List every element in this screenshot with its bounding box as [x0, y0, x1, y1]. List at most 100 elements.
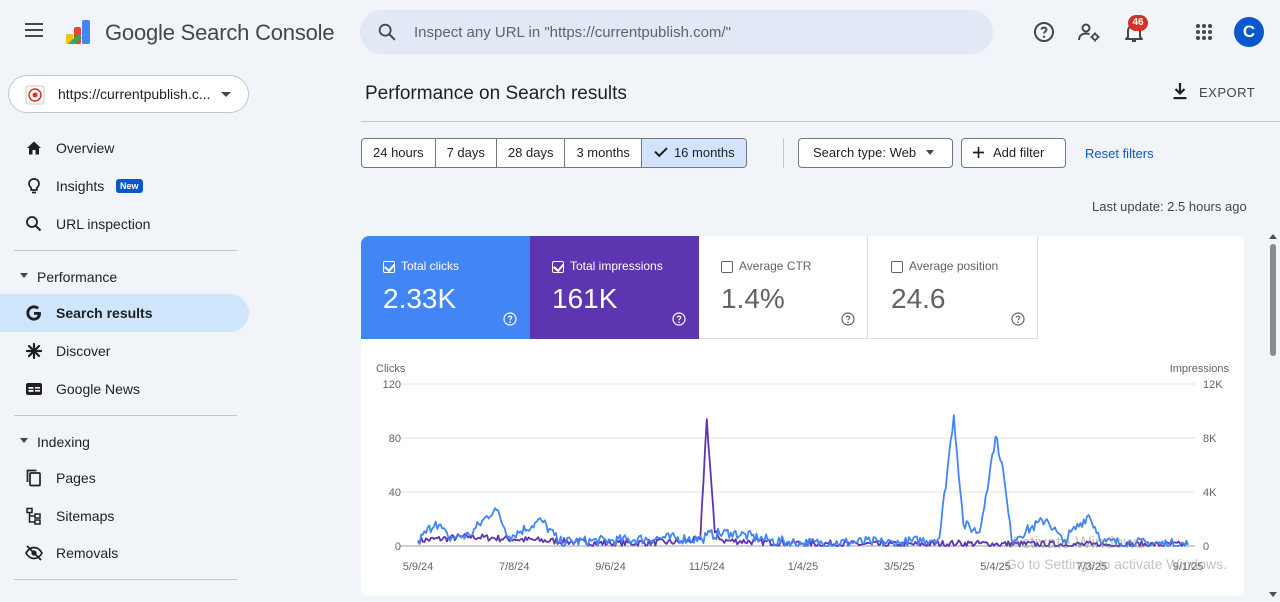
property-url: https://currentpublish.c...: [58, 86, 211, 102]
collapse-caret-icon: [20, 438, 28, 443]
sidebar-divider: [14, 250, 237, 251]
page-title: Performance on Search results: [365, 83, 627, 104]
last-update-text: Last update: 2.5 hours ago: [1092, 199, 1247, 214]
google-g-icon: [26, 305, 41, 321]
sidebar-divider: [14, 579, 237, 580]
section-label: Performance: [37, 269, 118, 285]
page-scrollbar[interactable]: [1266, 232, 1280, 602]
sidebar-item-label: Sitemaps: [56, 508, 115, 524]
sidebar-item-discover[interactable]: Discover: [0, 332, 249, 370]
section-label: Indexing: [37, 434, 90, 450]
google-news-icon: [26, 383, 42, 395]
pages-icon: [26, 469, 41, 487]
chevron-down-icon: [926, 150, 935, 155]
sidebar-item-removals[interactable]: Removals: [0, 534, 249, 572]
export-label: EXPORT: [1199, 85, 1256, 100]
title-divider: [361, 121, 1280, 122]
chevron-down-icon: [221, 92, 231, 97]
date-range-16-months[interactable]: 16 months: [641, 139, 746, 167]
check-icon: [654, 143, 668, 158]
account-avatar[interactable]: C: [1234, 17, 1264, 47]
sidebar-item-insights[interactable]: Insights New: [0, 167, 249, 205]
scroll-thumb[interactable]: [1270, 244, 1276, 356]
help-icon[interactable]: [1032, 20, 1056, 44]
date-range-24-hours[interactable]: 24 hours: [362, 139, 436, 167]
checkbox-unchecked-icon[interactable]: [891, 261, 903, 273]
metric-average-ctr[interactable]: Average CTR 1.4%: [699, 236, 868, 339]
top-bar: Google Search Console 46 C: [0, 0, 1280, 64]
scroll-down-arrow-icon[interactable]: [1269, 592, 1277, 597]
lightbulb-icon: [28, 178, 40, 194]
app-title[interactable]: Google Search Console: [105, 20, 335, 45]
checkbox-unchecked-icon[interactable]: [721, 261, 733, 273]
url-inspect-input[interactable]: [414, 10, 974, 54]
sidebar-section-performance[interactable]: Performance: [0, 261, 249, 291]
sidebar-item-label: URL inspection: [56, 216, 151, 232]
metric-label: Average CTR: [739, 259, 812, 273]
search-type-dropdown[interactable]: Search type: Web: [798, 138, 953, 168]
property-selector[interactable]: https://currentpublish.c...: [8, 75, 249, 113]
removals-icon: [25, 545, 43, 561]
help-icon[interactable]: [672, 312, 686, 326]
collapse-caret-icon: [20, 273, 28, 278]
date-range-28-days[interactable]: 28 days: [497, 139, 566, 167]
apps-grid-icon[interactable]: [1192, 20, 1216, 44]
site-favicon-icon: [25, 85, 45, 105]
performance-card: Total clicks 2.33K Total impressions 161…: [361, 236, 1244, 596]
search-icon: [378, 23, 396, 41]
add-filter-button[interactable]: Add filter: [961, 138, 1066, 168]
metric-value: 161K: [552, 283, 618, 314]
sidebar-item-label: Pages: [56, 470, 96, 486]
date-range-selector: 24 hours 7 days 28 days 3 months 16 mont…: [361, 138, 747, 168]
metric-label: Average position: [909, 259, 999, 273]
metric-value: 24.6: [891, 283, 946, 314]
search-console-logo-icon: [66, 20, 90, 44]
metric-total-clicks[interactable]: Total clicks 2.33K: [361, 236, 530, 339]
plus-icon: [972, 146, 985, 159]
checkbox-checked-icon[interactable]: [383, 261, 395, 273]
notification-count-badge: 46: [1128, 15, 1148, 31]
date-range-7-days[interactable]: 7 days: [436, 139, 497, 167]
help-icon[interactable]: [1011, 312, 1025, 326]
sidebar-item-label: Discover: [56, 343, 111, 359]
sidebar-item-overview[interactable]: Overview: [0, 129, 249, 167]
sidebar-item-google-news[interactable]: Google News: [0, 370, 249, 408]
sidebar-item-label: Google News: [56, 381, 141, 397]
new-badge: New: [116, 179, 143, 193]
help-icon[interactable]: [503, 312, 517, 326]
reset-filters-link[interactable]: Reset filters: [1085, 146, 1154, 161]
sidebar-item-label: Removals: [56, 545, 119, 561]
date-range-label: 16 months: [673, 145, 735, 160]
metric-value: 1.4%: [721, 283, 785, 314]
sidebar-divider: [14, 415, 237, 416]
main-menu-icon[interactable]: [22, 20, 46, 44]
sidebar-item-search-results[interactable]: Search results: [0, 294, 249, 332]
download-icon: [1173, 83, 1187, 100]
asterisk-icon: [25, 342, 43, 360]
help-icon[interactable]: [841, 312, 855, 326]
metric-total-impressions[interactable]: Total impressions 161K: [530, 236, 699, 339]
sidebar-item-pages[interactable]: Pages: [0, 459, 249, 497]
url-inspect-search-box[interactable]: [360, 10, 993, 54]
metric-average-position[interactable]: Average position 24.6: [869, 236, 1038, 339]
sidebar-item-label: Insights: [56, 178, 105, 194]
scroll-up-arrow-icon[interactable]: [1269, 234, 1277, 239]
add-filter-label: Add filter: [993, 145, 1045, 160]
sidebar-item-sitemaps[interactable]: Sitemaps: [0, 497, 249, 535]
metric-value: 2.33K: [383, 283, 457, 314]
date-range-3-months[interactable]: 3 months: [565, 139, 642, 167]
search-icon: [26, 216, 42, 232]
sidebar-item-url-inspection[interactable]: URL inspection: [0, 205, 249, 243]
user-settings-icon[interactable]: [1077, 20, 1101, 44]
metric-label: Total impressions: [570, 259, 663, 273]
sidebar-section-indexing[interactable]: Indexing: [0, 426, 249, 456]
search-type-label: Search type: Web: [813, 145, 917, 160]
export-button[interactable]: EXPORT: [1168, 80, 1260, 106]
filter-separator: [783, 138, 784, 168]
home-icon: [27, 141, 41, 155]
checkbox-checked-icon[interactable]: [552, 261, 564, 273]
sidebar-item-label: Search results: [56, 305, 153, 321]
sidebar-item-label: Overview: [56, 140, 115, 156]
sitemap-icon: [26, 507, 41, 525]
metric-label: Total clicks: [401, 259, 460, 273]
